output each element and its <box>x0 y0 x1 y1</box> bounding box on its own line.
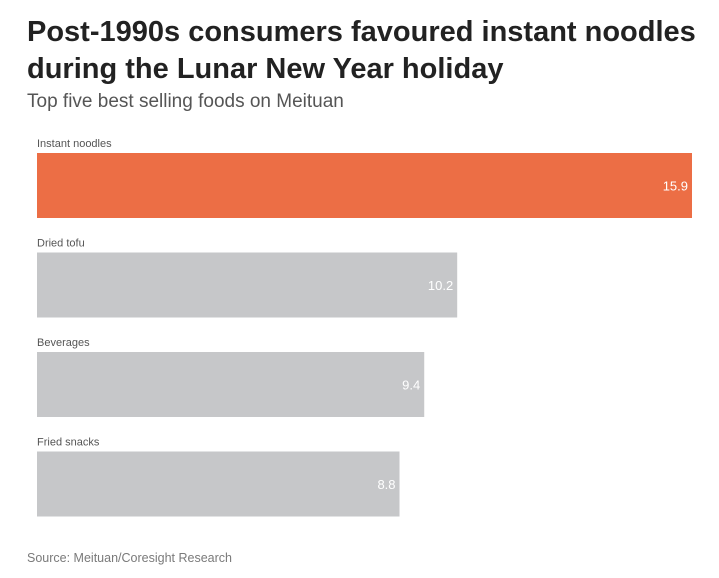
bar <box>37 451 400 517</box>
bar-group: Dried tofu 10.2 <box>37 238 458 318</box>
category-label: Dried tofu <box>37 238 85 250</box>
category-label: Fried snacks <box>37 437 100 449</box>
value-label: 9.4 <box>402 378 420 393</box>
bar-group: Fried snacks 8.8 <box>37 437 400 517</box>
value-label: 8.8 <box>377 477 395 492</box>
bar-group: Beverages 9.4 <box>37 337 425 417</box>
category-label: Beverages <box>37 337 90 349</box>
bar <box>37 252 458 318</box>
bar <box>37 352 425 417</box>
value-label: 10.2 <box>428 278 453 293</box>
chart-subtitle: Top five best selling foods on Meituan <box>27 91 344 112</box>
value-label: 15.9 <box>663 179 688 194</box>
chart-title: Post-1990s consumers favoured instant no… <box>27 16 696 85</box>
bar <box>37 153 692 218</box>
source-note: Source: Meituan/Coresight Research <box>27 551 232 565</box>
category-label: Instant noodles <box>37 138 112 150</box>
bar-group: Instant noodles 15.9 <box>37 138 692 218</box>
